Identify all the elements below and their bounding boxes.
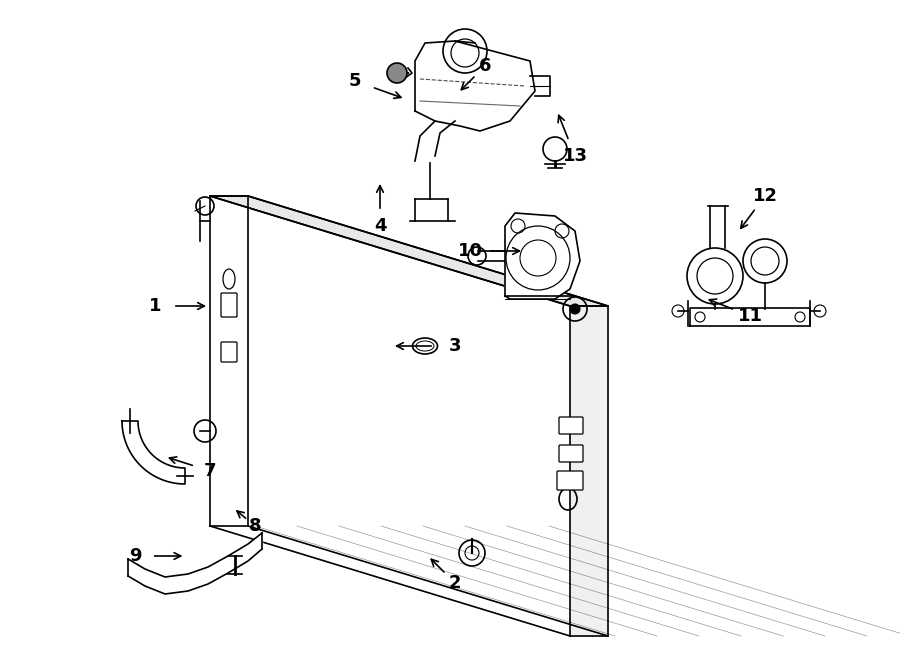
Text: 2: 2 [449,574,461,592]
Text: 1: 1 [148,297,161,315]
Polygon shape [415,41,535,131]
Polygon shape [690,308,810,326]
Text: 9: 9 [129,547,141,565]
FancyBboxPatch shape [221,293,237,317]
Text: 12: 12 [752,187,778,205]
Polygon shape [210,196,608,306]
FancyBboxPatch shape [559,445,583,462]
FancyBboxPatch shape [221,342,237,362]
Text: 10: 10 [457,242,482,260]
Polygon shape [210,196,248,526]
Circle shape [570,304,580,314]
Text: 3: 3 [449,337,461,355]
Text: 6: 6 [479,57,491,75]
Text: 11: 11 [737,307,762,325]
Text: 5: 5 [349,72,361,90]
Polygon shape [570,306,608,636]
FancyBboxPatch shape [559,417,583,434]
Text: 13: 13 [562,147,588,165]
FancyBboxPatch shape [557,471,583,490]
Polygon shape [122,421,185,484]
Text: 7: 7 [203,462,216,480]
Circle shape [387,63,407,83]
Text: 8: 8 [248,517,261,535]
Polygon shape [505,213,580,299]
Text: 4: 4 [374,217,386,235]
